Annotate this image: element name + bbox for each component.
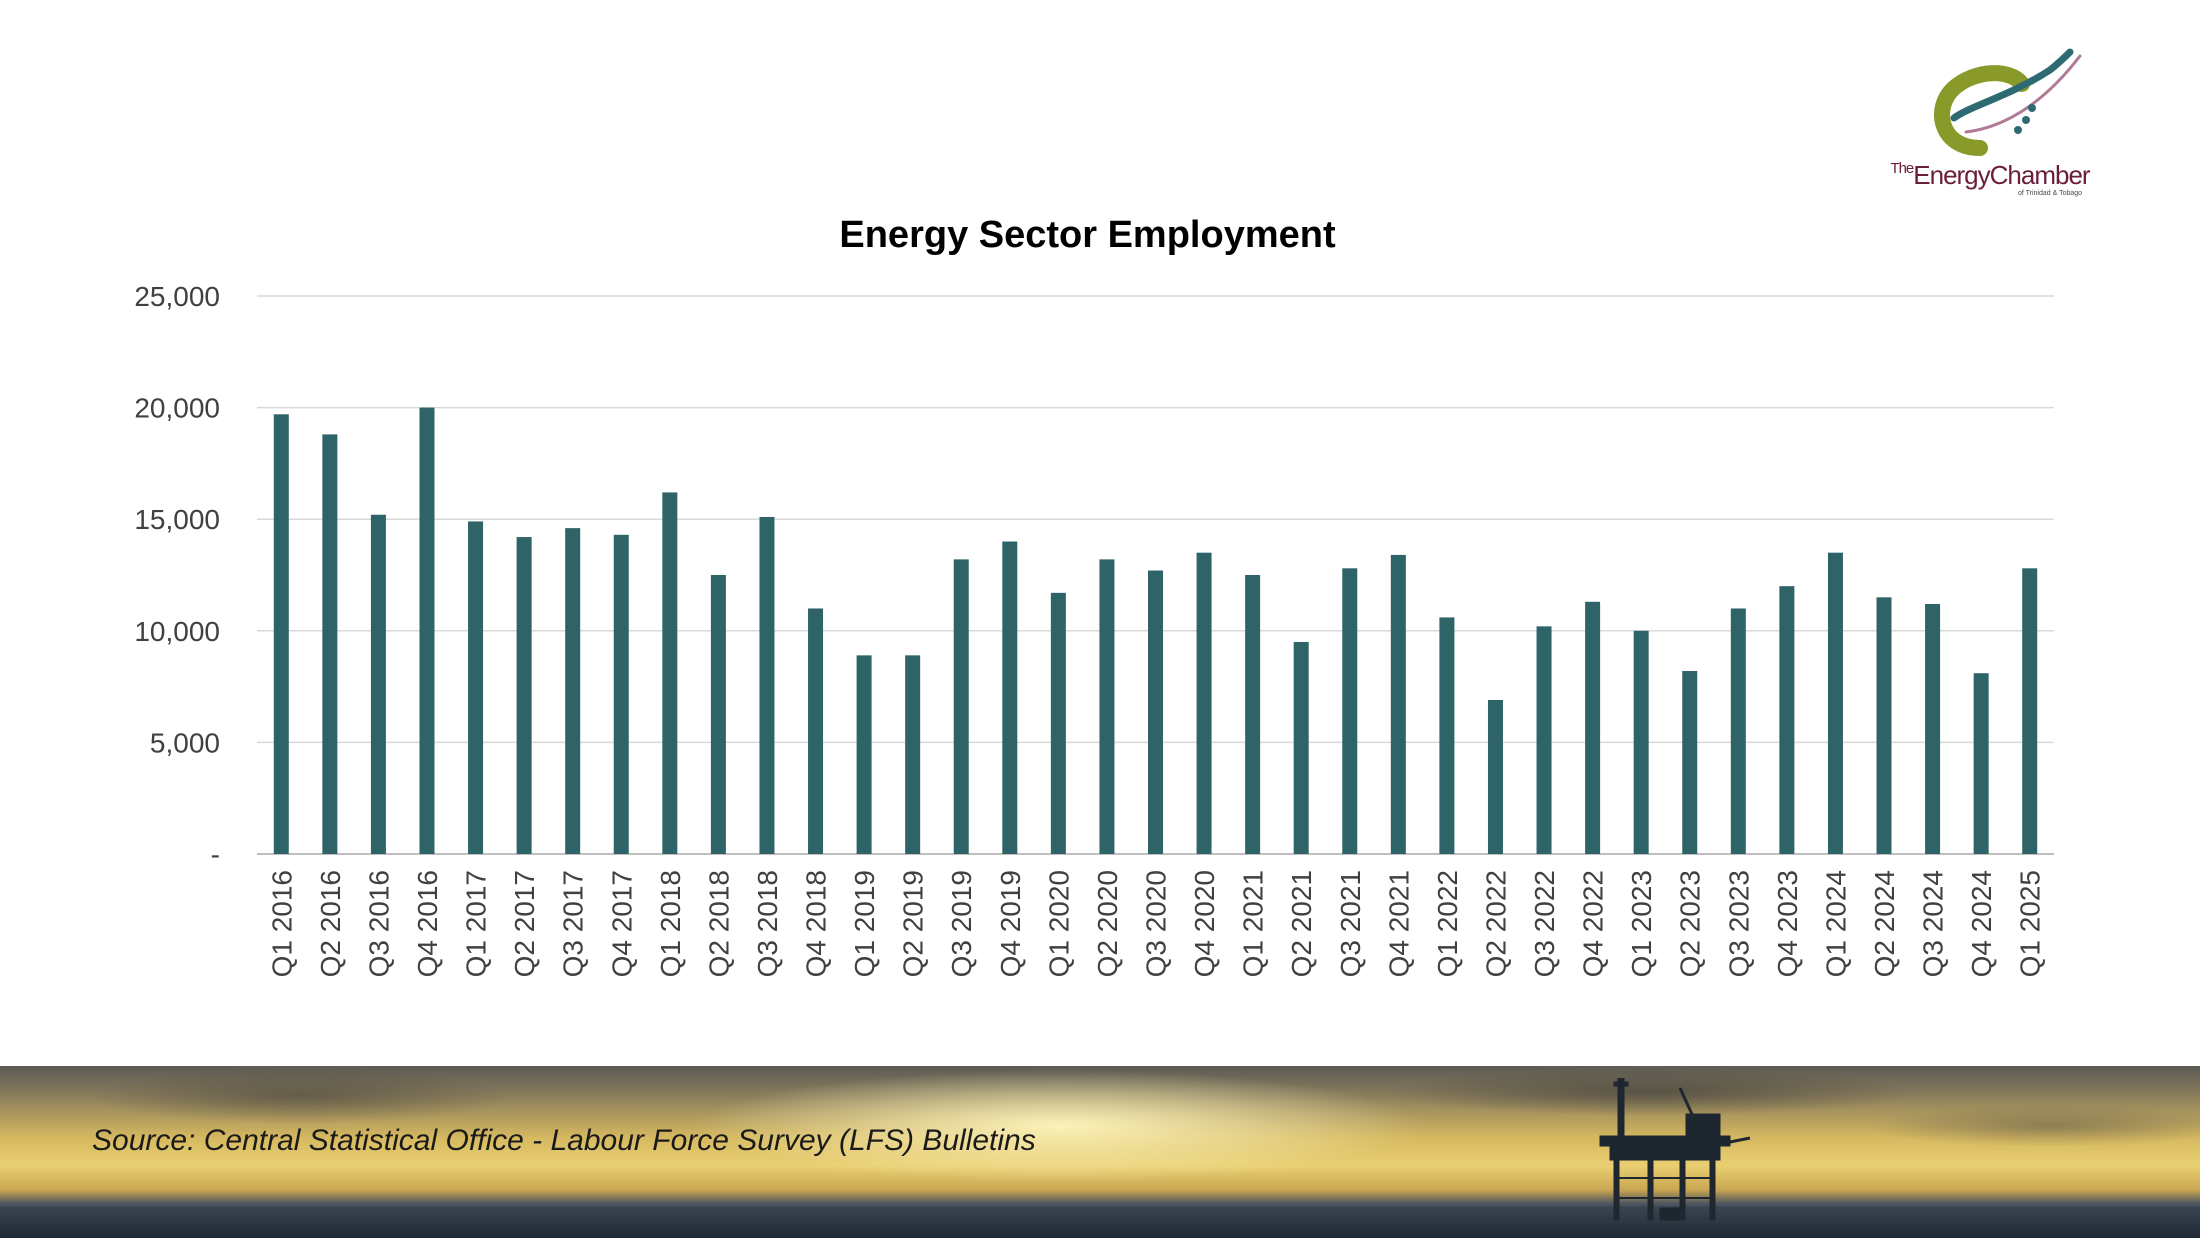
x-tick-label: Q4 2023 [1772, 870, 1803, 977]
x-tick-label: Q4 2018 [801, 870, 832, 977]
x-tick-label: Q2 2022 [1480, 870, 1511, 977]
x-tick-label: Q1 2025 [2015, 870, 2046, 977]
footer-banner [0, 1066, 2200, 1238]
x-tick-label: Q4 2020 [1189, 870, 1220, 977]
bar-chart: - 5,000 10,000 15,000 20,000 25,000 Q1 2016 Q2 … [134, 281, 2054, 977]
x-tick-label: Q4 2021 [1383, 870, 1414, 977]
bar [1099, 559, 1115, 854]
energy-chamber-logo: TheEnergyChamber of Trinidad & Tobago [1870, 48, 2110, 208]
bar [1925, 604, 1941, 854]
chart-title: Energy Sector Employment [839, 214, 1336, 256]
source-note: Source: Central Statistical Office - Lab… [92, 1124, 1036, 1157]
footer-clouds [0, 1066, 2200, 1176]
bar [1682, 670, 1698, 854]
bar [370, 514, 386, 854]
x-tick-label: Q2 2021 [1286, 870, 1317, 977]
bar [468, 521, 484, 854]
x-tick-label: Q2 2017 [509, 870, 540, 977]
bar [1293, 641, 1309, 854]
bar [1002, 541, 1018, 854]
bar [808, 608, 824, 854]
bar [1973, 673, 1989, 854]
x-tick-label: Q1 2024 [1820, 870, 1851, 977]
logo-subtitle: of Trinidad & Tobago [2017, 190, 2083, 197]
bar [1342, 568, 1358, 854]
x-tick-label: Q4 2024 [1966, 870, 1997, 977]
x-tick-label: Q1 2020 [1043, 870, 1074, 977]
bar [1876, 597, 1892, 854]
oil-rig-icon [1599, 1078, 1751, 1221]
x-tick-label: Q4 2022 [1578, 870, 1609, 977]
y-tick-label: 25,000 [134, 281, 220, 312]
x-tick-label: Q3 2022 [1529, 870, 1560, 977]
footer-sea [0, 1206, 2200, 1238]
x-tick-label: Q1 2016 [266, 870, 297, 977]
bar [953, 559, 969, 854]
x-tick-label: Q1 2021 [1238, 870, 1269, 977]
bar [1633, 630, 1649, 854]
bar [1148, 570, 1163, 854]
x-tick-label: Q1 2022 [1432, 870, 1463, 977]
x-tick-label: Q3 2017 [558, 870, 589, 977]
bar [1439, 617, 1455, 854]
bar [1196, 552, 1212, 854]
x-tick-label: Q4 2017 [606, 870, 637, 977]
bar [2022, 568, 2038, 854]
x-tick-label: Q3 2023 [1723, 870, 1754, 977]
x-tick-label: Q2 2019 [898, 870, 929, 977]
bar [1585, 601, 1601, 854]
bar [613, 534, 629, 854]
x-tick-label: Q2 2020 [1092, 870, 1123, 977]
x-tick-label: Q1 2023 [1626, 870, 1657, 977]
bar [856, 655, 872, 854]
x-tick-label: Q3 2021 [1335, 870, 1366, 977]
y-tick-label: 15,000 [134, 504, 220, 535]
y-tick-label: - [211, 839, 220, 870]
x-tick-label: Q4 2019 [995, 870, 1026, 977]
x-tick-label: Q1 2017 [461, 870, 492, 977]
x-tick-label: Q3 2020 [1141, 870, 1172, 977]
x-tick-label: Q1 2018 [655, 870, 686, 977]
y-tick-label: 5,000 [150, 727, 220, 758]
bar [1779, 586, 1795, 854]
bar [273, 414, 289, 854]
x-tick-label: Q4 2016 [412, 870, 443, 977]
bar [419, 407, 435, 854]
x-tick-label: Q3 2016 [363, 870, 394, 977]
y-tick-label: 20,000 [134, 393, 220, 424]
bar [1390, 554, 1406, 854]
bar [710, 575, 726, 854]
x-tick-label: Q1 2019 [849, 870, 880, 977]
bar [759, 516, 775, 854]
chart-area: Energy Sector Employment - 5,000 10,000 15,… [134, 214, 2054, 977]
bar [565, 528, 581, 854]
bar [1730, 608, 1746, 854]
y-tick-label: 10,000 [134, 616, 220, 647]
x-tick-label: Q3 2019 [946, 870, 977, 977]
bar [1487, 699, 1503, 854]
bar [1050, 592, 1066, 854]
x-tick-label: Q2 2016 [315, 870, 346, 977]
x-tick-label: Q2 2023 [1675, 870, 1706, 977]
x-tick-label: Q2 2018 [703, 870, 734, 977]
x-tick-label: Q2 2024 [1869, 870, 1900, 977]
bar [905, 655, 921, 854]
logo-mark-icon [1934, 48, 2082, 156]
bar [662, 492, 678, 854]
logo-wordmark: TheEnergyChamber [1890, 160, 2090, 190]
bar [1245, 575, 1261, 854]
bar [1536, 626, 1552, 854]
x-tick-label: Q3 2024 [1918, 870, 1949, 977]
bar [1827, 552, 1843, 854]
bar [516, 537, 532, 854]
bar [322, 434, 338, 854]
x-tick-label: Q3 2018 [752, 870, 783, 977]
